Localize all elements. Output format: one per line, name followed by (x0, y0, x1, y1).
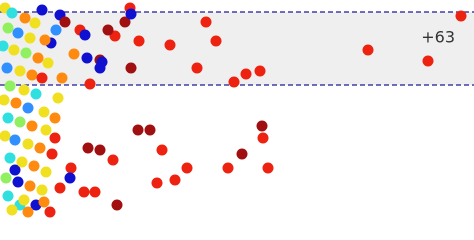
point (94, 62, 106, 74)
point (81, 52, 93, 64)
point (132, 124, 144, 136)
point (52, 92, 64, 104)
point (8, 44, 20, 56)
point (24, 32, 36, 44)
point (151, 177, 163, 189)
point (119, 16, 131, 28)
point (22, 102, 34, 114)
point (49, 132, 61, 144)
point (22, 138, 34, 150)
point (191, 62, 203, 74)
point (164, 39, 176, 51)
point (94, 144, 106, 156)
point (2, 22, 14, 34)
point (18, 194, 30, 206)
point (133, 35, 145, 47)
point (422, 55, 434, 67)
point (125, 62, 137, 74)
point (0, 40, 9, 52)
point (46, 148, 58, 160)
point (79, 29, 91, 41)
point (28, 160, 40, 172)
point (36, 72, 48, 84)
point (84, 78, 96, 90)
point (181, 162, 193, 174)
point (107, 154, 119, 166)
point (169, 174, 181, 186)
point (102, 24, 114, 36)
point (362, 44, 374, 56)
point (30, 88, 42, 100)
point (125, 8, 137, 20)
point (68, 48, 80, 60)
point (240, 68, 252, 80)
point (44, 206, 56, 218)
point (26, 120, 38, 132)
point (19, 12, 31, 24)
point (39, 34, 51, 46)
annotation: +63 (421, 28, 455, 47)
point (254, 65, 266, 77)
point (24, 180, 36, 192)
point (257, 132, 269, 144)
point (256, 120, 268, 132)
point (18, 84, 30, 96)
point (210, 35, 222, 47)
point (20, 47, 32, 59)
point-layer (0, 2, 467, 218)
point (49, 112, 61, 124)
point (50, 24, 62, 36)
point (40, 124, 52, 136)
point (42, 57, 54, 69)
point (0, 130, 11, 142)
point (38, 196, 50, 208)
point (222, 162, 234, 174)
point (40, 166, 52, 178)
point (54, 182, 66, 194)
point (34, 142, 46, 154)
point (4, 80, 16, 92)
point (200, 16, 212, 28)
point (12, 176, 24, 188)
point (36, 4, 48, 16)
point (14, 65, 26, 77)
point (59, 16, 71, 28)
point (0, 94, 10, 106)
point (236, 148, 248, 160)
point (2, 190, 14, 202)
point (156, 144, 168, 156)
point (144, 124, 156, 136)
point (89, 186, 101, 198)
shaded-band (0, 12, 474, 85)
point (228, 76, 240, 88)
band-layer (0, 11, 474, 86)
point (2, 112, 14, 124)
point (38, 106, 50, 118)
point (9, 164, 21, 176)
point (111, 199, 123, 211)
point (16, 156, 28, 168)
point (9, 134, 21, 146)
point (1, 62, 13, 74)
point (6, 204, 18, 216)
point (32, 52, 44, 64)
chart: +63 (0, 2, 474, 218)
point (6, 7, 18, 19)
point (14, 116, 26, 128)
point (12, 27, 24, 39)
point (29, 17, 41, 29)
point (4, 152, 16, 164)
point (64, 172, 76, 184)
point (26, 69, 38, 81)
point (455, 10, 467, 22)
point (10, 97, 22, 109)
point (78, 186, 90, 198)
point (22, 206, 34, 218)
point (82, 142, 94, 154)
point (56, 72, 68, 84)
point (36, 184, 48, 196)
point (0, 172, 12, 184)
point (262, 162, 274, 174)
point (65, 162, 77, 174)
